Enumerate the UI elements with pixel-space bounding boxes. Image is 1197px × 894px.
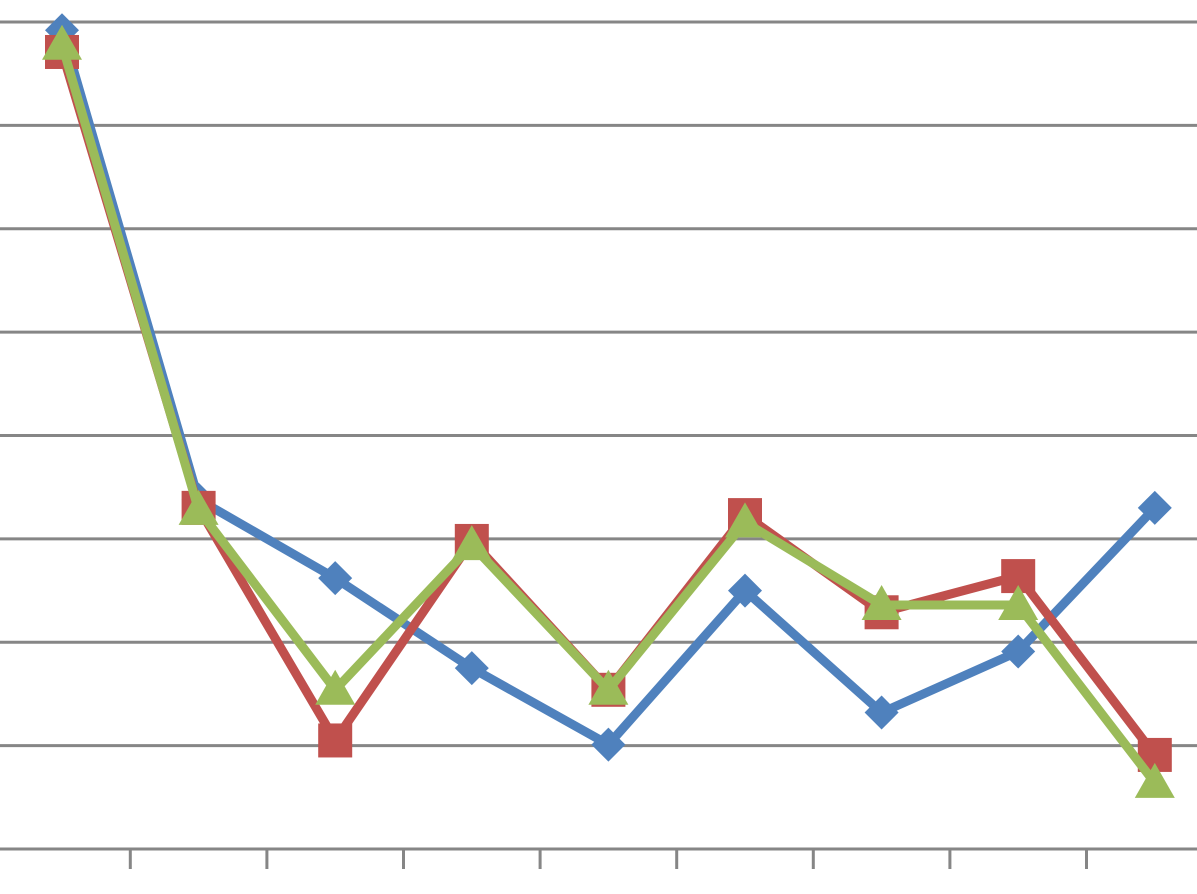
marker: [318, 561, 353, 596]
marker: [1137, 490, 1172, 525]
marker: [728, 573, 762, 608]
marker: [725, 502, 765, 538]
marker: [42, 24, 82, 60]
marker: [1001, 634, 1036, 669]
marker: [178, 489, 219, 525]
series-line: [57, 50, 1159, 758]
series-line: [57, 29, 1159, 750]
marker: [1134, 762, 1175, 798]
marker: [998, 585, 1039, 621]
marker: [454, 651, 489, 686]
marker: [588, 669, 629, 705]
marker: [864, 695, 899, 730]
marker: [451, 525, 492, 561]
marker: [591, 727, 626, 762]
marker: [315, 669, 356, 705]
marker: [861, 585, 902, 621]
marker: [318, 723, 353, 758]
